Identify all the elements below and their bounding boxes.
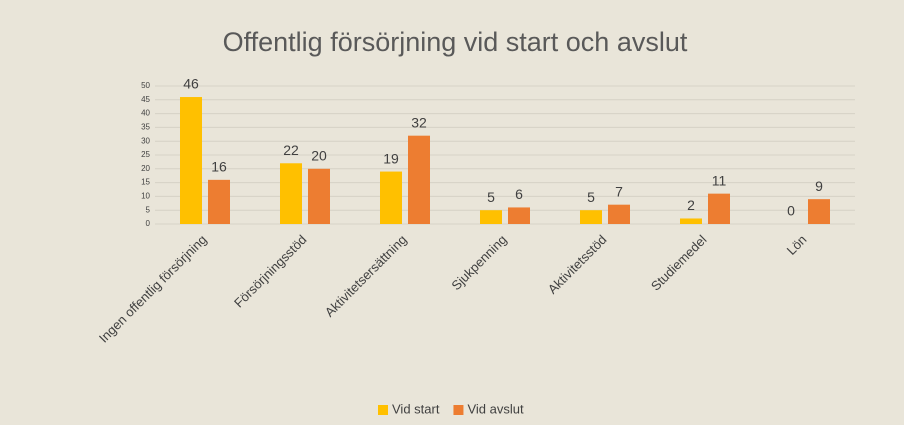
data-label: 11 — [712, 172, 727, 188]
legend-label: Vid avslut — [467, 401, 524, 416]
y-tick-label: 50 — [141, 81, 150, 90]
data-label: 20 — [311, 148, 327, 164]
y-tick-label: 5 — [146, 205, 151, 214]
data-label: 0 — [787, 203, 795, 219]
bar — [608, 204, 630, 224]
data-label: 32 — [411, 114, 427, 130]
data-label: 2 — [687, 197, 695, 213]
bar — [708, 193, 730, 224]
y-tick-label: 10 — [141, 192, 150, 201]
data-label: 46 — [183, 76, 199, 92]
bar — [380, 171, 402, 224]
data-label: 16 — [211, 159, 227, 175]
data-label: 5 — [587, 189, 595, 205]
y-tick-label: 45 — [141, 95, 150, 104]
y-tick-label: 0 — [146, 219, 151, 228]
y-tick-label: 15 — [141, 178, 150, 187]
data-label: 19 — [383, 150, 399, 166]
bar — [680, 218, 702, 224]
data-label: 6 — [515, 186, 523, 202]
legend-swatch — [378, 405, 388, 415]
bar — [808, 199, 830, 224]
data-label: 22 — [283, 142, 299, 158]
legend-swatch — [453, 405, 464, 415]
bar — [308, 168, 330, 224]
y-tick-label: 35 — [141, 123, 150, 132]
y-tick-label: 20 — [141, 164, 150, 173]
bar — [580, 210, 602, 224]
y-tick-label: 40 — [141, 109, 150, 118]
bar — [408, 135, 430, 224]
legend-label: Vid start — [392, 401, 440, 416]
bar — [480, 210, 502, 224]
data-label: 5 — [487, 189, 495, 205]
y-tick-label: 25 — [141, 150, 150, 159]
data-label: 9 — [815, 178, 823, 194]
y-tick-label: 30 — [141, 136, 150, 145]
data-label: 7 — [615, 183, 623, 199]
bar — [280, 163, 302, 224]
bar — [180, 97, 202, 224]
chart-title: Offentlig försörjning vid start och avsl… — [223, 27, 688, 57]
bar — [508, 207, 530, 224]
bar — [208, 179, 230, 224]
